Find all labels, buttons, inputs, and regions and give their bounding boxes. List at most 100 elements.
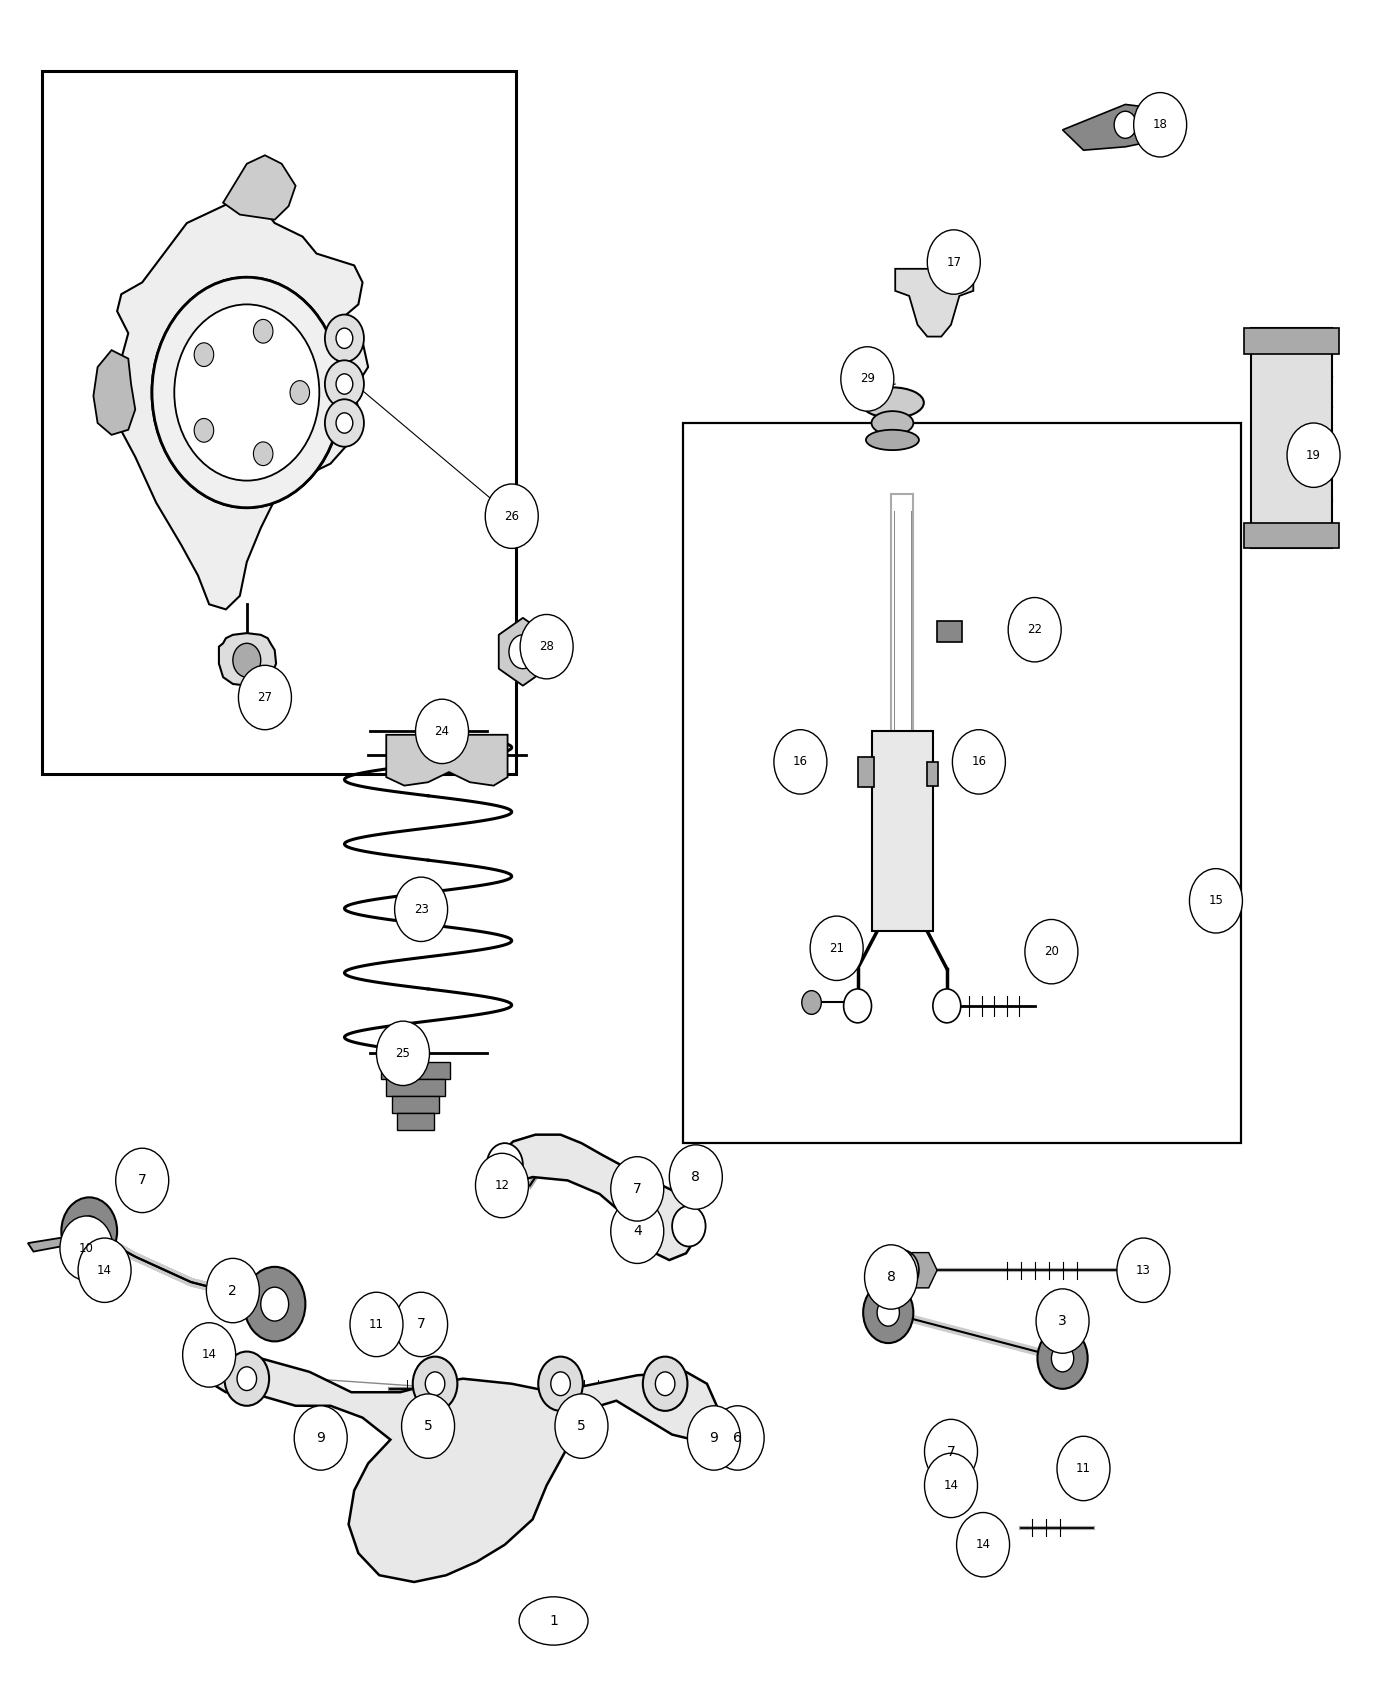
Text: 16: 16 — [792, 755, 808, 768]
Circle shape — [1134, 92, 1187, 156]
Text: 29: 29 — [860, 372, 875, 386]
Text: 16: 16 — [972, 755, 987, 768]
Circle shape — [174, 304, 319, 481]
Circle shape — [1036, 1289, 1089, 1353]
Circle shape — [253, 320, 273, 343]
Circle shape — [486, 484, 538, 549]
Circle shape — [300, 1413, 342, 1464]
Circle shape — [336, 413, 353, 434]
Circle shape — [77, 1216, 102, 1246]
Text: 15: 15 — [1208, 894, 1224, 908]
Polygon shape — [678, 1158, 714, 1197]
PathPatch shape — [895, 269, 973, 337]
Circle shape — [336, 328, 353, 348]
Circle shape — [802, 991, 822, 1015]
Text: 12: 12 — [494, 1180, 510, 1192]
Circle shape — [186, 1328, 231, 1382]
Circle shape — [774, 729, 827, 794]
Text: 25: 25 — [396, 1047, 410, 1059]
Circle shape — [83, 1243, 127, 1297]
Circle shape — [325, 314, 364, 362]
Circle shape — [130, 1164, 155, 1195]
Text: 11: 11 — [370, 1318, 384, 1331]
PathPatch shape — [28, 1231, 90, 1251]
Circle shape — [377, 1022, 430, 1086]
Circle shape — [932, 989, 960, 1023]
Text: 1: 1 — [549, 1613, 559, 1629]
Circle shape — [182, 1323, 235, 1387]
Circle shape — [924, 1454, 977, 1518]
Circle shape — [350, 1292, 403, 1357]
Circle shape — [610, 1198, 664, 1263]
Circle shape — [94, 1256, 116, 1284]
Circle shape — [952, 729, 1005, 794]
Polygon shape — [903, 1253, 937, 1289]
PathPatch shape — [115, 202, 368, 609]
Circle shape — [510, 634, 536, 668]
Circle shape — [956, 1513, 1009, 1578]
Text: 8: 8 — [886, 1270, 896, 1284]
Circle shape — [1008, 597, 1061, 661]
Bar — [1243, 328, 1338, 354]
Text: 13: 13 — [1135, 1263, 1151, 1277]
Bar — [381, 1062, 451, 1080]
Circle shape — [521, 614, 573, 678]
Circle shape — [325, 360, 364, 408]
Ellipse shape — [867, 430, 918, 451]
Circle shape — [195, 343, 214, 367]
Circle shape — [865, 1244, 917, 1309]
Circle shape — [153, 277, 342, 508]
PathPatch shape — [494, 1134, 700, 1260]
Text: 14: 14 — [976, 1538, 991, 1550]
Circle shape — [610, 1156, 664, 1221]
Circle shape — [412, 1307, 437, 1338]
Text: 14: 14 — [944, 1479, 959, 1493]
Circle shape — [693, 1413, 735, 1464]
Circle shape — [927, 230, 980, 294]
Text: 23: 23 — [413, 903, 428, 916]
Circle shape — [1287, 423, 1340, 488]
Circle shape — [728, 1414, 748, 1438]
Text: 27: 27 — [258, 690, 273, 704]
Ellipse shape — [519, 1596, 588, 1646]
PathPatch shape — [211, 1358, 717, 1583]
Circle shape — [260, 1287, 288, 1321]
Circle shape — [538, 1357, 582, 1411]
Bar — [937, 620, 962, 641]
Bar — [927, 762, 938, 785]
Circle shape — [1025, 920, 1078, 984]
Circle shape — [669, 1144, 722, 1209]
Circle shape — [244, 1266, 305, 1341]
Text: 14: 14 — [97, 1263, 112, 1277]
Circle shape — [60, 1216, 113, 1280]
Circle shape — [939, 1474, 962, 1501]
Circle shape — [885, 1250, 918, 1290]
Circle shape — [1037, 1328, 1088, 1389]
Circle shape — [476, 1153, 528, 1217]
Bar — [1243, 524, 1338, 549]
Bar — [683, 423, 1240, 1142]
Circle shape — [426, 1372, 445, 1396]
Text: 22: 22 — [1028, 624, 1042, 636]
Circle shape — [844, 989, 872, 1023]
Circle shape — [195, 418, 214, 442]
Circle shape — [624, 1173, 650, 1204]
Circle shape — [554, 1394, 608, 1459]
Text: 11: 11 — [1077, 1462, 1091, 1476]
Circle shape — [841, 347, 893, 411]
Text: 7: 7 — [417, 1318, 426, 1331]
Text: 9: 9 — [710, 1431, 718, 1445]
Circle shape — [238, 665, 291, 729]
Circle shape — [224, 1352, 269, 1406]
Circle shape — [78, 1238, 132, 1302]
Text: 24: 24 — [434, 724, 449, 738]
Ellipse shape — [872, 411, 913, 435]
Text: 7: 7 — [946, 1445, 955, 1459]
Circle shape — [294, 1406, 347, 1470]
Circle shape — [325, 400, 364, 447]
Circle shape — [395, 1292, 448, 1357]
Bar — [872, 731, 932, 932]
Text: 20: 20 — [1044, 945, 1058, 959]
Circle shape — [960, 1518, 1005, 1573]
Bar — [398, 1112, 434, 1129]
